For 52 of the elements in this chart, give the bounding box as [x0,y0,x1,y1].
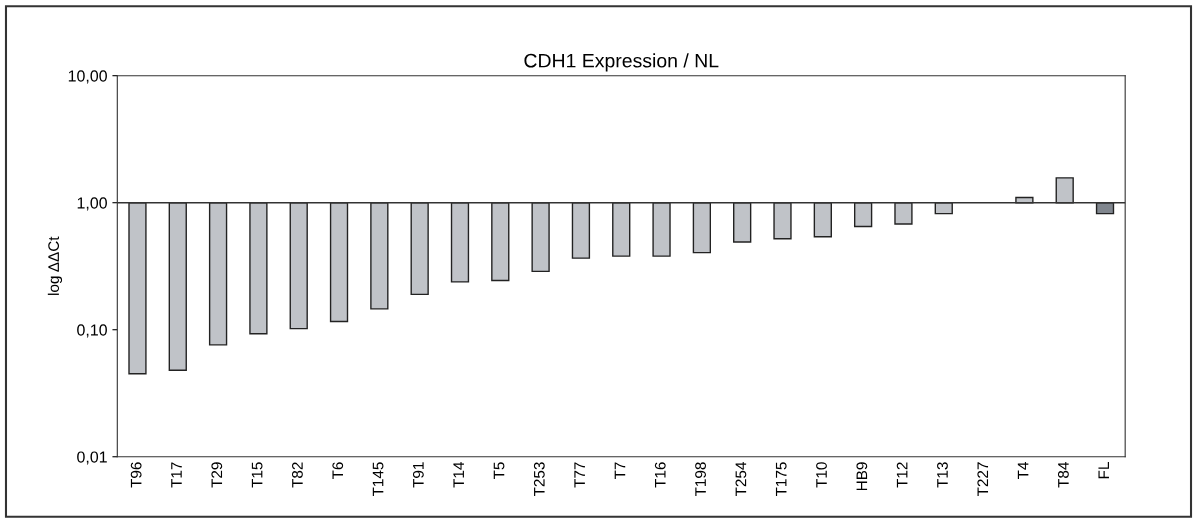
x-tick-label: T13 [937,462,948,488]
x-tick-label: T7 [614,462,626,480]
bar [692,202,712,254]
x-tick-label: T17 [171,462,182,488]
bar [612,202,631,257]
x-tick-label: T254 [735,462,747,497]
x-tick-label: T6 [332,462,344,480]
x-tick-label: T5 [493,462,505,480]
x-tick-label: T4 [1017,462,1029,480]
bar [329,202,349,323]
bar [773,202,792,240]
bar [128,202,147,375]
bar [1055,177,1074,204]
bar [733,202,752,243]
x-tick-label: FL [1098,462,1109,479]
x-tick-label: T198 [695,462,706,497]
bar [894,202,913,225]
bar [410,202,429,296]
x-tick-label: T14 [453,462,464,488]
y-tick-label: 10,00 [68,70,107,84]
x-tick-label: T77 [574,462,585,488]
x-tick-label: T84 [1057,462,1069,488]
x-tick-label: T91 [412,462,424,488]
x-tick-label: T15 [251,462,263,488]
x-tick-label: T12 [896,462,908,488]
x-tick-label: T96 [130,462,142,488]
y-axis-title: log ΔΔCt [47,236,63,295]
bar [813,202,832,238]
bar [249,202,268,335]
x-tick-label: T29 [211,462,223,488]
bar [450,202,470,283]
bar [491,202,510,282]
bar [168,202,187,371]
bar [853,202,873,228]
x-tick-label: T227 [977,462,989,497]
x-tick-label: T82 [292,462,303,488]
bar [531,202,550,273]
x-tick-label: T10 [816,462,827,488]
x-tick-label: HB9 [856,462,868,491]
bar [652,202,671,257]
x-tick-label: T175 [775,462,787,497]
x-tick-label: T253 [533,462,545,497]
x-tick-label: T16 [654,462,666,488]
bar [571,202,591,259]
bar [370,202,389,310]
bar [208,202,228,346]
x-tick-label: T145 [372,462,384,497]
y-tick-label: 0,10 [77,324,107,338]
chart-title: CDH1 Expression / NL [524,53,719,72]
y-tick-label: 0,01 [77,451,107,465]
bar [289,202,308,330]
y-tick-label: 1,00 [77,197,107,211]
